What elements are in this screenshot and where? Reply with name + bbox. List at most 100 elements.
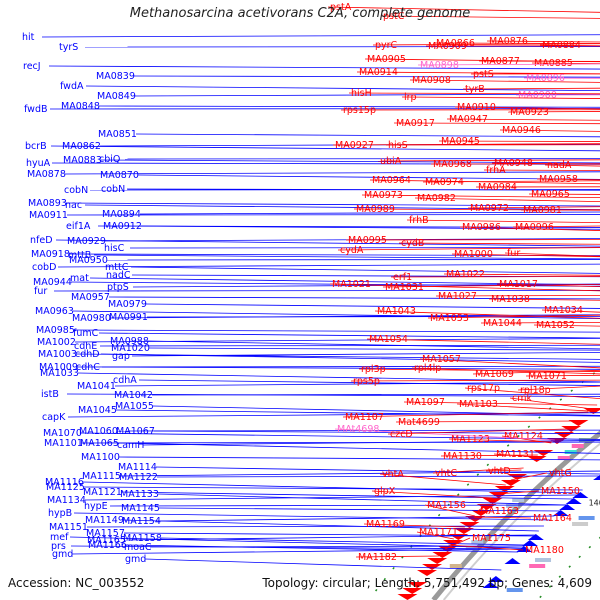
gene-label-ma1027: MA1027 [438,291,477,302]
gene-leader-line [459,226,600,231]
gene-leader-line [475,186,600,188]
gene-leader-line [73,512,551,521]
gene-label-ma1031: MA1031 [385,282,424,293]
gene-label-ma0965: MA0965 [531,189,570,200]
gene-label-rpl18p: rpl18p [520,385,551,396]
gene-leader-line [377,159,600,162]
backbone-inner-arc [442,442,600,600]
gene-label-mttc: mttC [105,262,129,273]
gene-leader-line [417,63,600,66]
gene-label-ma1134: MA1134 [47,495,86,506]
gene-label-ma0848: MA0848 [61,101,100,112]
gene-label-gmd: gmd [52,549,73,560]
gene-leader-line [504,252,600,257]
topology-label: Topology: circular; Length: 5,751,492 bp… [262,576,592,590]
gene-leader-line [85,85,600,92]
cog-block [564,450,577,454]
gene-leader-line [380,15,600,19]
gene-label-erf1: erf1 [393,272,412,283]
gene-label-cmk: cmk [512,393,532,404]
gene-leader-line [448,438,553,443]
gene-leader-line [135,133,600,138]
gene-label-recj: recJ [23,61,41,72]
gene-leader-line [126,188,600,191]
gene-label-ma0917: MA0917 [396,118,435,129]
gene-leader-line [345,239,600,241]
cog-block [512,498,525,502]
gene-leader-line [512,225,600,228]
gene-label-cdhe: cdhE [74,341,97,352]
forward-gene-arrow [561,426,582,432]
gene-leader-line [55,239,600,247]
gene-label-ma1097: MA1097 [406,397,445,408]
forward-gene-arrow [432,552,453,558]
gene-label-capk: capK [42,412,66,423]
gene-label-ma1122: MA1122 [119,472,158,483]
gene-label-nfed: nfeD [30,235,53,246]
gene-leader-line [356,71,600,75]
gene-leader-line [124,158,600,160]
gene-label-cdhc: cdhC [76,362,100,373]
gene-label-ma1042: MA1042 [114,390,153,401]
gene-label-ma0979: MA0979 [108,299,147,310]
gene-label-vhtd: vhtD [488,466,511,477]
gene-leader-line [454,106,600,110]
gene-label-ma0991: MA0991 [109,312,148,323]
forward-gene-arrow [427,558,448,564]
gene-leader-line [387,428,568,435]
gene-leader-line [541,309,600,313]
gene-label-ma0885: MA0885 [534,58,573,69]
gene-label-ma0905: MA0905 [367,54,406,65]
gene-label-rps15p: rps15p [343,105,376,116]
gene-leader-line [361,194,600,199]
gene-leader-line [124,534,535,541]
gene-label-ma0989: MA0989 [356,204,395,215]
gene-label-psta: pstA [330,2,352,13]
gene-label-ma1131: MA1131 [496,449,535,460]
gene-label-czcd: czcD [390,429,413,440]
gene-label-ma1115: MA1115 [82,471,121,482]
gene-leader-line [84,494,578,501]
gene-label-ma0896: MA0896 [526,73,565,84]
gene-leader-line [144,558,502,571]
gene-label-ma0883: MA0883 [63,155,102,166]
reverse-gene-arrow [521,540,538,546]
gene-leader-line [74,338,600,343]
gene-label-ma0923: MA0923 [510,107,549,118]
gene-label-rpl4lp: rpl4lp [414,363,441,374]
gene-label-ma0968: MA0968 [433,159,472,170]
gene-label-ma0974: MA0974 [425,177,464,188]
gene-label-ma0980: MA0980 [72,313,111,324]
gene-label-ma1017: MA1017 [499,279,538,290]
gene-label-ma0894: MA0894 [102,209,141,220]
gene-leader-line [496,490,540,495]
gene-label-ma1166: MA1166 [88,540,127,551]
gene-leader-line [158,507,560,512]
gene-label-ma1150: MA1150 [541,486,580,497]
gene-leader-line [125,544,519,553]
gene-label-ma1182: MA1182 [358,552,397,563]
gene-label-fur: fur [34,286,47,297]
gene-leader-line [430,163,600,165]
gene-leader-line [334,428,555,441]
gene-leader-line [99,143,600,147]
gene-leader-line [379,473,506,486]
gene-leader-line [416,531,454,540]
gene-label-ma0982: MA0982 [417,193,456,204]
gene-leader-line [424,504,476,517]
gene-label-rpl3p: rpl3p [361,364,386,375]
gene-label-ma1041: MA1041 [77,381,116,392]
forward-gene-arrow [422,564,443,570]
gene-label-ma1022: MA1022 [446,269,485,280]
gene-leader-line [390,276,600,278]
cog-block [578,438,591,442]
gene-leader-line [155,466,600,475]
gene-leader-line [414,197,600,203]
gene-leader-line [403,401,598,406]
gene-leader-line [49,108,600,110]
reverse-gene-arrow [572,492,589,498]
gene-leader-line [66,393,600,397]
gene-leader-line [382,283,600,288]
gene-label-ma0893: MA0893 [28,198,67,209]
cog-block [471,540,484,544]
